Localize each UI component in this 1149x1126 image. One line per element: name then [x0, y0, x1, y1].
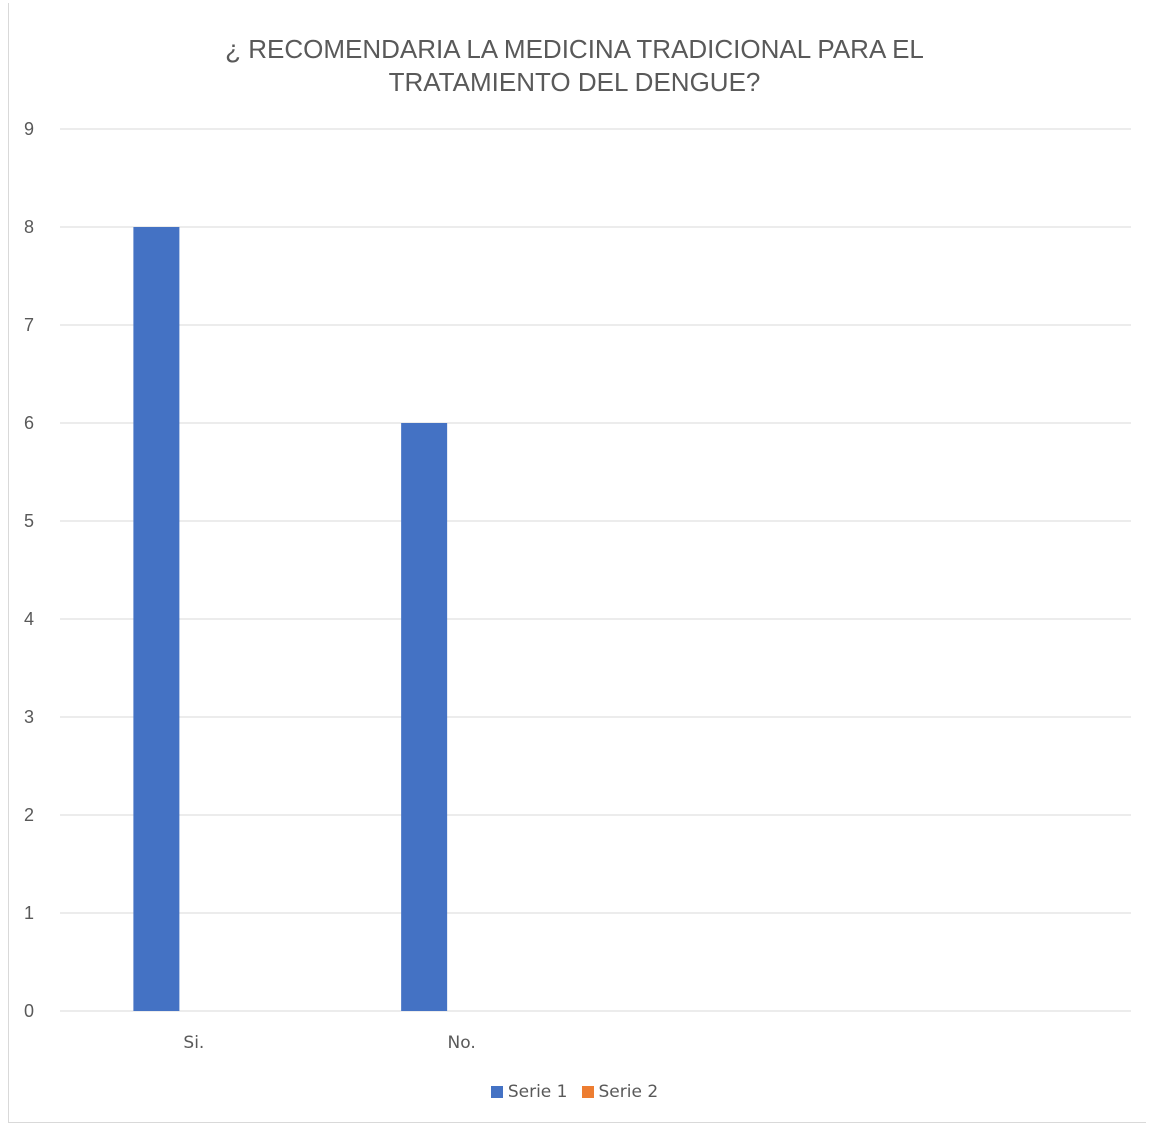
x-tick-label-no: No. — [448, 1033, 476, 1053]
y-tick-label-8: 8 — [24, 217, 34, 237]
y-tick-label-2: 2 — [24, 805, 34, 825]
legend-label-serie-2: Serie 2 — [598, 1082, 659, 1102]
y-tick-label-1: 1 — [24, 903, 34, 923]
legend-label-serie-1: Serie 1 — [507, 1082, 568, 1102]
bar-no-series-1 — [401, 423, 448, 1011]
y-tick-label-5: 5 — [24, 511, 34, 531]
legend: Serie 1 Serie 2 — [0, 1082, 1149, 1102]
y-tick-label-4: 4 — [24, 609, 34, 629]
y-tick-label-3: 3 — [24, 707, 34, 727]
legend-item-serie-2: Serie 2 — [581, 1082, 659, 1102]
y-tick-label-6: 6 — [24, 413, 34, 433]
chart-title-line-2: TRATAMIENTO DEL DENGUE? — [388, 67, 761, 97]
legend-item-serie-1: Serie 1 — [490, 1082, 568, 1102]
bar-si-series-1 — [133, 227, 180, 1011]
y-tick-label-9: 9 — [24, 119, 34, 139]
legend-swatch-serie-2 — [581, 1086, 594, 1098]
x-tick-label-si: Si. — [183, 1033, 204, 1053]
chart-title-line-1: ¿ RECOMENDARIA LA MEDICINA TRADICIONAL P… — [225, 34, 924, 64]
chart-frame — [8, 3, 1146, 1123]
y-tick-label-7: 7 — [24, 315, 34, 335]
y-tick-label-0: 0 — [24, 1001, 34, 1021]
legend-swatch-serie-1 — [490, 1086, 503, 1098]
